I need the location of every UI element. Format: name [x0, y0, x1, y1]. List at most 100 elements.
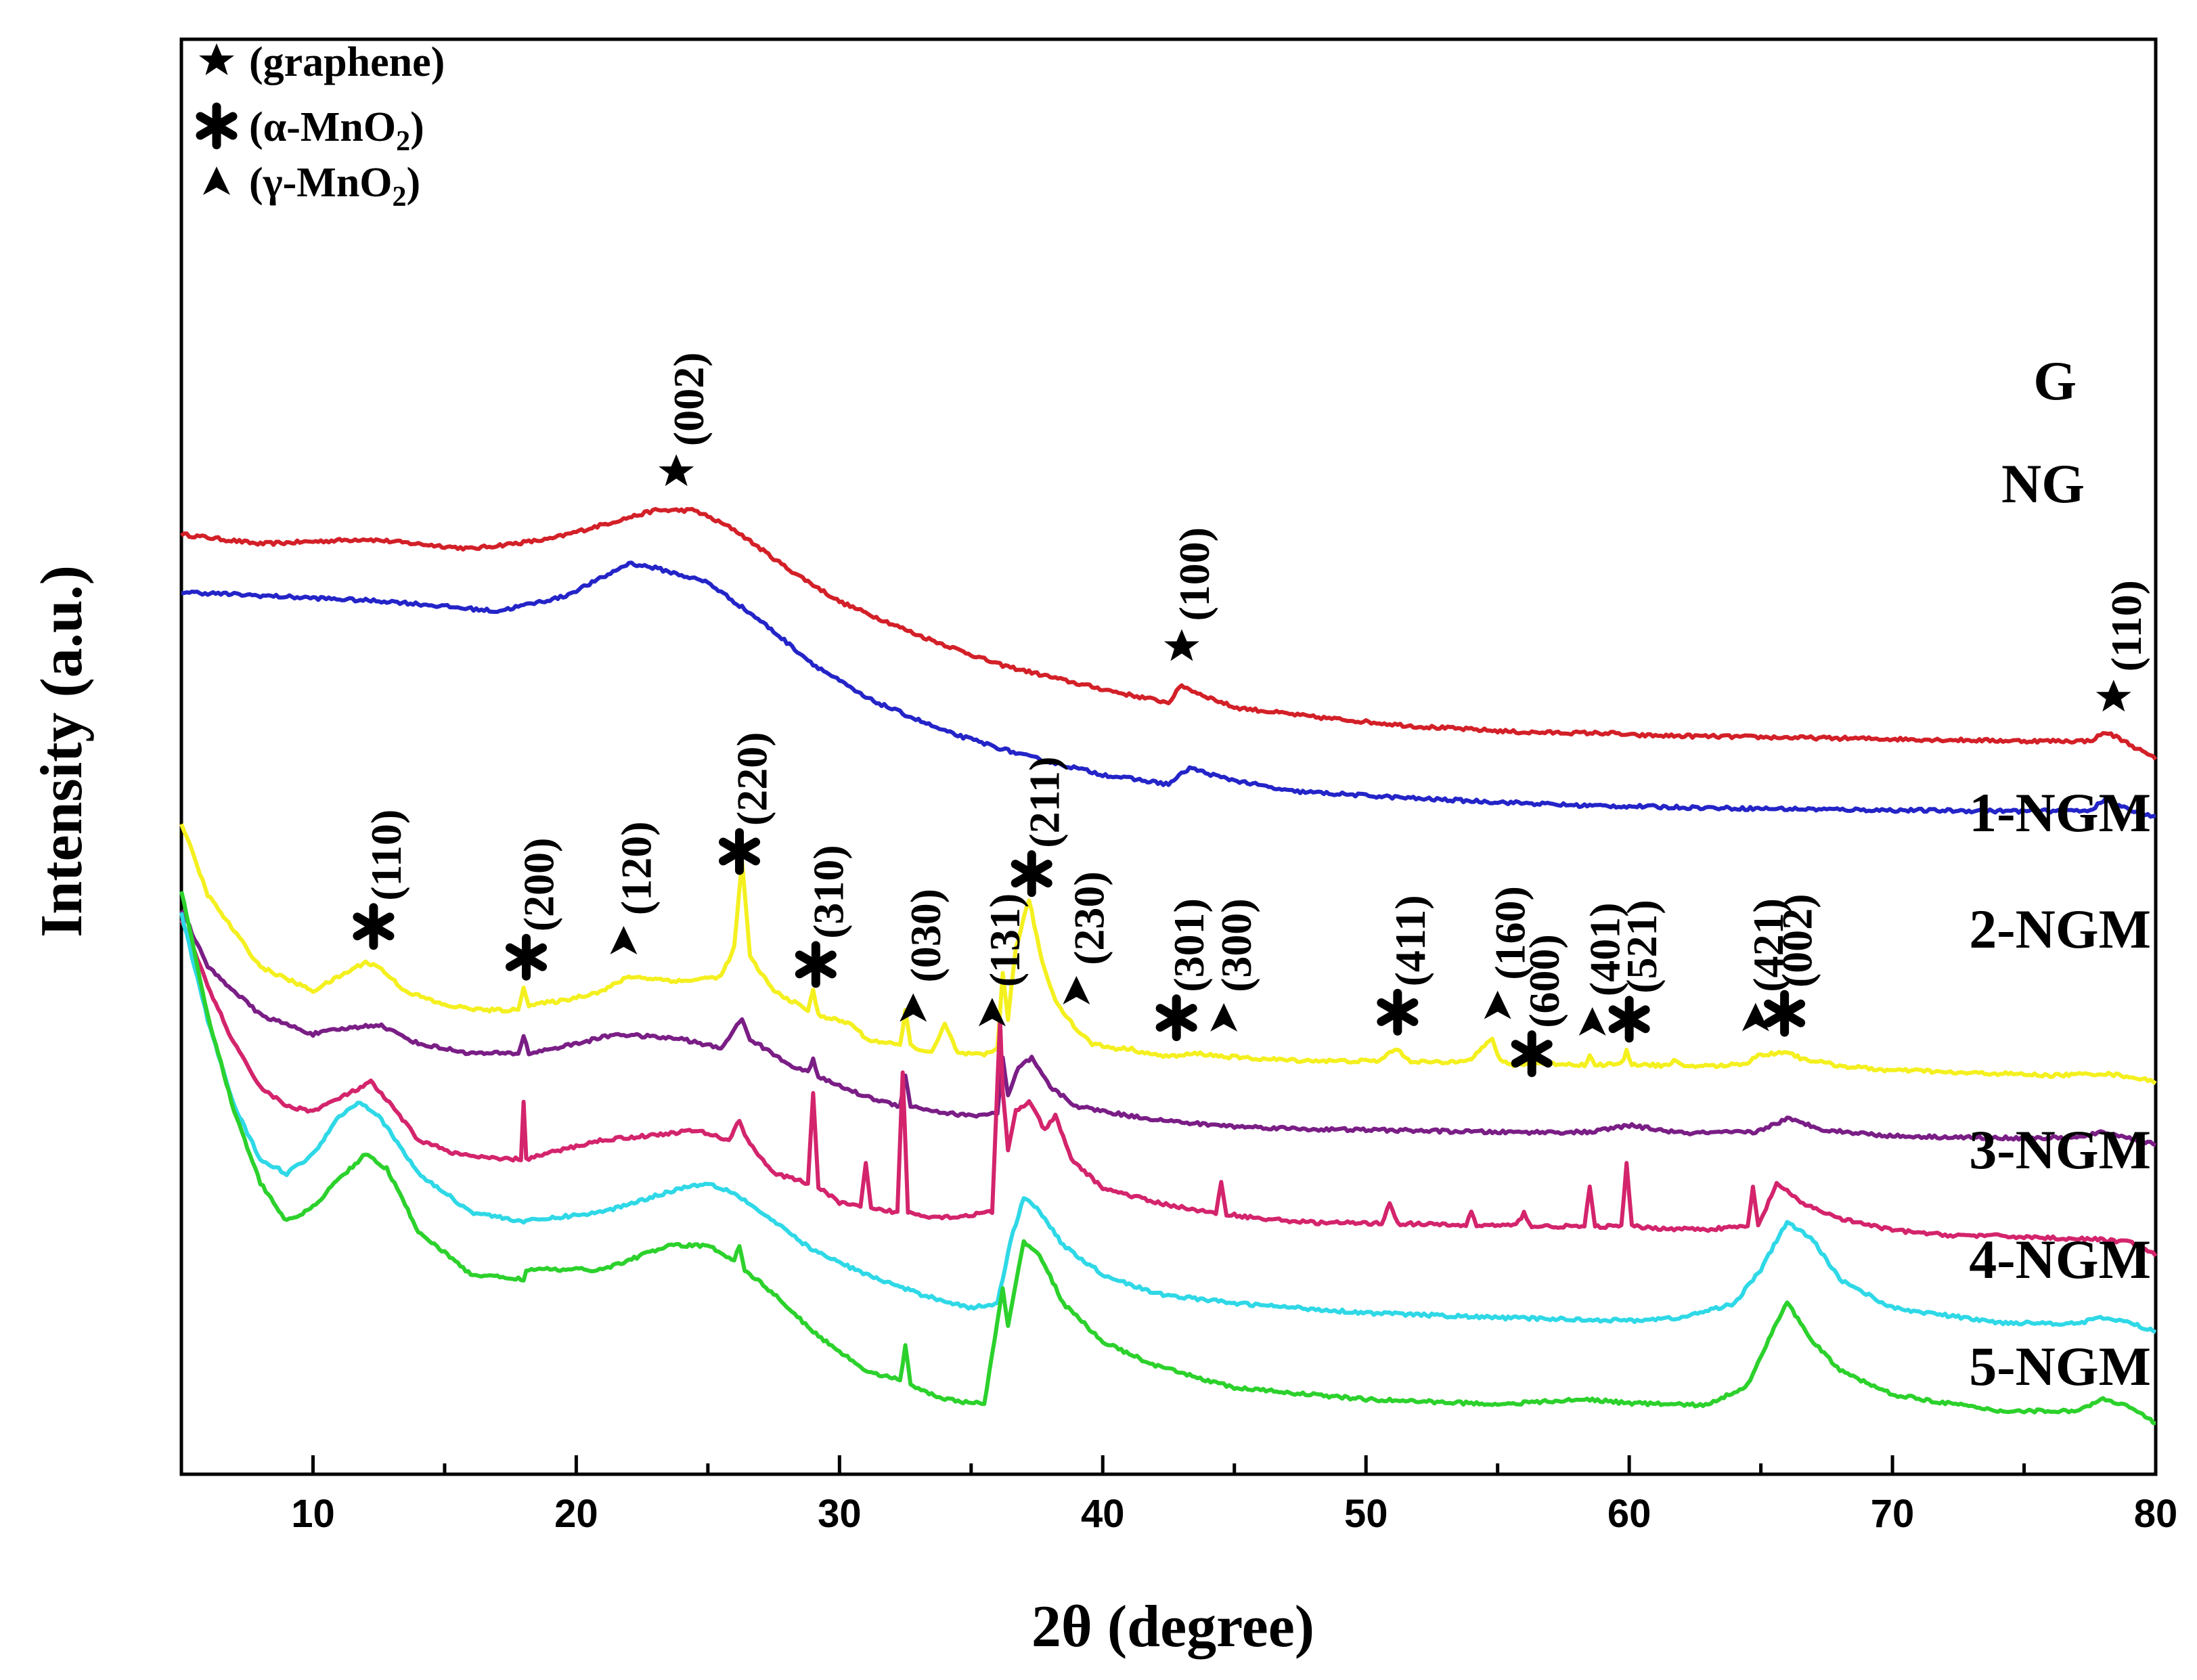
peak-label: (200) [515, 838, 563, 932]
peak-annotation: (220) [724, 732, 776, 870]
series-label-2-ngm: 2-NGM [1969, 898, 2151, 960]
peak-annotation: (401) [1578, 902, 1629, 1036]
annotation-layer: (002) (100) (110) (110) (200) (120) (220) (310)… [357, 352, 2150, 1072]
peak-marker-asterisk [357, 908, 390, 946]
series-line-3-ngm [179, 919, 2158, 1258]
peak-annotation: (411) [1381, 895, 1434, 1031]
peak-annotation: (200) [510, 838, 563, 977]
x-tick-label: 30 [818, 1492, 862, 1536]
peak-label: (131) [981, 893, 1029, 988]
peak-annotation: (160) [1484, 886, 1534, 1019]
peak-annotation: (110) [2095, 580, 2150, 712]
peak-label: (110) [362, 810, 410, 901]
peak-label: (110) [2102, 580, 2150, 671]
peak-annotation: (300) [1210, 898, 1260, 1032]
peak-annotation: (310) [799, 845, 852, 983]
peak-annotation: (421) [1741, 898, 1792, 1032]
peak-label: (211) [1020, 757, 1068, 848]
series-line-5-ngm [179, 891, 2156, 1425]
peak-annotation: (230) [1063, 871, 1113, 1004]
legend-marker-filled-star [199, 43, 234, 75]
peak-marker-asterisk [1381, 993, 1414, 1031]
series-line-4-ngm [179, 912, 2157, 1334]
peak-label: (220) [728, 732, 776, 826]
peak-annotation: (030) [900, 889, 950, 1022]
peak-annotation: (301) [1160, 898, 1213, 1037]
peak-marker-filled-star [1163, 629, 1199, 661]
series-line-ng [181, 560, 2156, 819]
legend: (graphene) (α-MnO2)(γ-MnO2) [199, 39, 445, 213]
x-axis: 10 20 30 40 50 60 70 80 [179, 1455, 2178, 1536]
peak-label: (300) [1212, 898, 1260, 992]
series-line-1-ngm [179, 823, 2157, 1086]
legend-marker-asterisk [200, 107, 233, 145]
peak-label: (301) [1165, 898, 1213, 992]
peak-annotation: (131) [978, 893, 1029, 1027]
peak-label: (521) [1618, 900, 1666, 994]
peak-marker-arrowhead [1578, 1007, 1606, 1036]
peak-marker-asterisk [510, 938, 543, 976]
peak-label: (002) [1773, 893, 1821, 988]
peak-marker-asterisk [724, 833, 756, 870]
peak-marker-asterisk [1515, 1035, 1548, 1073]
peak-marker-arrowhead [1484, 990, 1511, 1019]
series-label-3-ngm: 3-NGM [1969, 1119, 2151, 1180]
peak-label: (120) [612, 821, 660, 915]
x-tick-label: 60 [1607, 1492, 1651, 1536]
y-axis-label: Intensity (a.u.) [29, 565, 95, 937]
series-label-layer: G NG 1-NGM 2-NGM 3-NGM 4-NGM 5-NGM [1969, 350, 2151, 1397]
x-tick-label: 80 [2134, 1492, 2178, 1536]
peak-marker-asterisk [1613, 1000, 1645, 1038]
peak-annotation: (521) [1613, 900, 1666, 1038]
peak-label: (421) [1744, 898, 1792, 992]
peak-annotation: (002) [1769, 893, 1821, 1032]
peak-label: (030) [902, 889, 950, 983]
x-axis-label: 2θ (degree) [1031, 1594, 1314, 1660]
peak-label: (600) [1520, 934, 1568, 1028]
peak-label: (401) [1581, 902, 1629, 996]
peak-marker-asterisk [1769, 994, 1801, 1032]
peak-marker-arrowhead [1741, 1002, 1769, 1032]
legend-label: (γ-MnO2) [249, 160, 420, 213]
peak-label: (310) [804, 845, 852, 939]
x-tick-label: 10 [291, 1492, 335, 1536]
peak-annotation: (100) [1163, 527, 1218, 661]
legend-entry: (graphene) [199, 39, 445, 85]
peak-marker-arrowhead [610, 926, 638, 955]
x-tick-label: 70 [1871, 1492, 1915, 1536]
peak-annotation: (600) [1515, 934, 1568, 1073]
peak-label: (100) [1170, 527, 1218, 621]
series-label-g: G [2033, 350, 2077, 412]
peak-label: (002) [665, 352, 713, 446]
peak-marker-arrowhead [900, 993, 927, 1022]
plot-frame [179, 37, 2158, 1476]
peak-marker-asterisk [1160, 999, 1193, 1037]
peak-annotation: (211) [1015, 757, 1068, 893]
legend-label: (graphene) [249, 39, 445, 85]
legend-label: (α-MnO2) [249, 104, 424, 157]
series-line-g [180, 507, 2158, 761]
peak-marker-filled-star [659, 454, 694, 487]
legend-entry: (γ-MnO2) [203, 160, 420, 213]
peak-marker-asterisk [1015, 855, 1048, 893]
peak-label: (160) [1486, 886, 1534, 980]
series-label-ng: NG [2001, 453, 2085, 514]
peak-annotation: (002) [659, 352, 713, 487]
peak-marker-asterisk [799, 946, 832, 983]
peak-annotation: (110) [357, 810, 410, 946]
peak-marker-arrowhead [1063, 975, 1090, 1004]
legend-entry: (α-MnO2) [200, 104, 424, 157]
series-label-5-ngm: 5-NGM [1969, 1335, 2151, 1397]
peak-annotation: (120) [610, 821, 660, 955]
series-line-2-ngm [179, 909, 2157, 1147]
series-label-1-ngm: 1-NGM [1969, 782, 2151, 843]
peak-marker-arrowhead [1210, 1002, 1238, 1032]
x-tick-label: 40 [1081, 1492, 1125, 1536]
peak-label: (411) [1386, 895, 1434, 986]
peak-label: (230) [1065, 871, 1113, 965]
x-tick-label: 50 [1344, 1492, 1388, 1536]
series-label-4-ngm: 4-NGM [1969, 1229, 2151, 1290]
x-tick-label: 20 [554, 1492, 598, 1536]
series-layer [179, 507, 2158, 1425]
